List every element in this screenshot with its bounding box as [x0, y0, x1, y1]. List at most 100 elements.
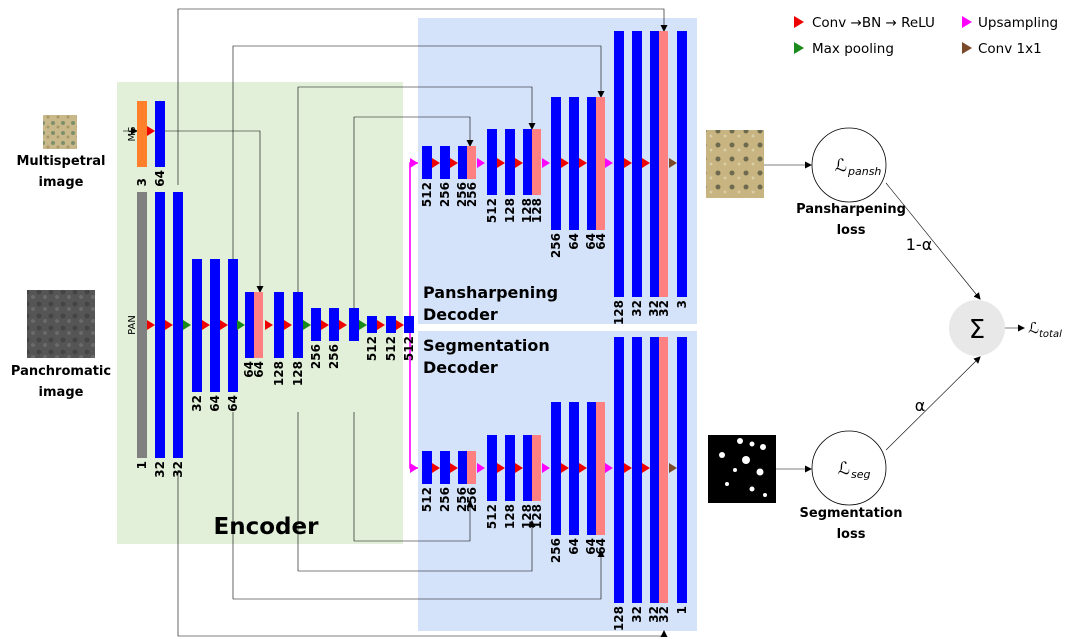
segmentation-decoder-blocks	[422, 337, 687, 603]
seg-channel-2: 256	[455, 487, 469, 512]
pan-channel-10: 64	[584, 233, 598, 250]
segmentation-loss-label-line2: loss	[837, 527, 866, 542]
pan-channel-9: 64	[567, 233, 581, 250]
seg-channel-0: 512	[420, 487, 434, 512]
multispectral-label-line1: Multispetral	[16, 154, 105, 169]
legend: Conv →BN → ReLU Upsampling Max pooling C…	[794, 15, 1058, 57]
seg-channel-15: 32	[657, 606, 671, 623]
enc-channel-3: 32	[190, 395, 204, 412]
panchromatic-label-line1: Panchromatic	[11, 364, 111, 379]
panchromatic-label-line2: image	[39, 385, 84, 400]
multispectral-label-line2: image	[39, 175, 84, 190]
maxpool-legend-label: Max pooling	[812, 41, 894, 57]
pan-channel-8: 256	[549, 233, 563, 258]
segmentation-loss-subscript: seg	[851, 468, 870, 481]
bottleneck-upsampling-links	[409, 162, 418, 469]
pansharpened-output-image	[706, 130, 764, 198]
sum-symbol: Σ	[969, 315, 985, 345]
pansharpening-decoder-title-line2: Decoder	[423, 305, 498, 324]
pan-channel-5: 128	[503, 198, 517, 223]
pan-channel-7: 128	[530, 198, 544, 223]
upsampling-legend-marker	[962, 16, 972, 28]
seg-channel-14: 32	[647, 606, 661, 623]
pansharpening-loss-node	[811, 127, 887, 203]
channel-labels: 3 64 1 32 32 32 64 64 64 64 128 128 256 …	[135, 170, 689, 631]
pan-channel-6: 128	[520, 198, 534, 223]
segmentation-loss-node	[811, 430, 887, 506]
pan-channel-12: 128	[612, 300, 626, 325]
total-loss-subscript: total	[1039, 329, 1062, 340]
pan-channel-13: 32	[630, 300, 644, 317]
pan-channel-11: 64	[594, 233, 608, 250]
operation-arrows	[147, 126, 677, 473]
pansharpening-loss-symbol: ℒ	[835, 156, 847, 176]
pansharpening-loss-label-line1: Pansharpening	[796, 202, 906, 217]
pansharpening-decoder-blocks	[422, 31, 687, 297]
enc-channel-10: 256	[309, 344, 323, 369]
ms-input-channels: 3	[135, 178, 149, 186]
enc-channel-13: 512	[384, 336, 398, 361]
seg-channel-10: 64	[584, 538, 598, 555]
enc-channel-9: 128	[291, 361, 305, 386]
seg-channel-12: 128	[612, 606, 626, 631]
pansharpening-loss-subscript: pansh	[847, 165, 881, 178]
pan-input-block	[137, 192, 147, 458]
seg-channel-8: 256	[549, 538, 563, 563]
pansharpening-loss-label-line2: loss	[837, 223, 866, 238]
total-loss-symbol: ℒ	[1028, 319, 1039, 337]
ms-input-block	[137, 101, 147, 167]
panchromatic-image	[27, 290, 95, 358]
enc-channel-12: 512	[365, 336, 379, 361]
sum-node	[949, 300, 1005, 356]
segmentation-loss-symbol: ℒ	[838, 459, 850, 479]
seg-channel-1: 256	[438, 487, 452, 512]
enc-channel-1: 32	[153, 461, 167, 478]
enc-channel-2: 32	[171, 461, 185, 478]
enc-channel-6: 64	[242, 361, 256, 378]
pansharpening-decoder-title-line1: Pansharpening	[423, 283, 558, 302]
enc-channel-0: 1	[135, 461, 149, 469]
ms-tag: MS	[127, 127, 138, 142]
encoder-title: Encoder	[214, 514, 320, 540]
encoder-blocks	[155, 192, 414, 458]
multispectral-image	[43, 115, 77, 149]
pan-channel-1: 256	[438, 182, 452, 207]
pan-channel-15: 32	[657, 300, 671, 317]
seg-channel-11: 64	[594, 538, 608, 555]
seg-channel-5: 128	[503, 504, 517, 529]
ms-conv-channels: 64	[153, 170, 167, 187]
conv1x1-legend-label: Conv 1x1	[978, 41, 1042, 57]
pan-tag: PAN	[127, 315, 138, 335]
upsampling-legend-label: Upsampling	[978, 15, 1058, 31]
seg-channel-9: 64	[567, 538, 581, 555]
weight-segmentation: α	[915, 396, 926, 415]
conv1x1-legend-marker	[962, 42, 972, 54]
pan-channel-4: 512	[485, 198, 499, 223]
segmentation-output-image	[708, 435, 776, 503]
seg-channel-7: 128	[530, 504, 544, 529]
skip-connections	[123, 8, 1025, 637]
pan-channel-2: 256	[455, 182, 469, 207]
segmentation-decoder-title-line1: Segmentation	[423, 336, 550, 355]
segmentation-loss-label-line1: Segmentation	[800, 506, 903, 521]
pan-channel-0: 512	[420, 182, 434, 207]
conv-legend-marker	[794, 16, 804, 28]
enc-channel-4: 64	[208, 395, 222, 412]
pan-channel-3: 256	[465, 182, 479, 207]
segmentation-decoder-title-line2: Decoder	[423, 358, 498, 377]
enc-channel-11: 256	[327, 344, 341, 369]
maxpool-legend-marker	[794, 42, 804, 54]
seg-channel-6: 128	[520, 504, 534, 529]
seg-channel-13: 32	[630, 606, 644, 623]
seg-channel-4: 512	[485, 504, 499, 529]
enc-channel-5: 64	[226, 395, 240, 412]
enc-channel-14: 512	[402, 336, 416, 361]
enc-channel-7: 64	[252, 361, 266, 378]
pan-channel-14: 32	[647, 300, 661, 317]
ms-conv-block	[155, 101, 165, 167]
pan-channel-16: 3	[675, 300, 689, 308]
seg-channel-16: 1	[675, 606, 689, 614]
weight-pansharpening: 1-α	[906, 235, 933, 254]
conv-legend-label: Conv →BN → ReLU	[812, 15, 935, 31]
